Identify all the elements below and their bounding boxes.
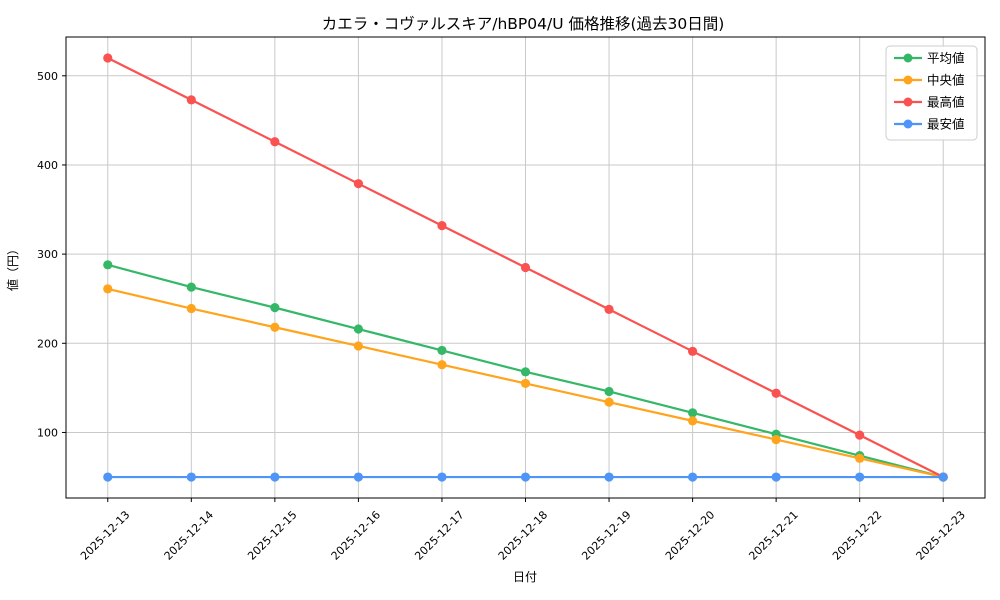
- data-point: [103, 284, 113, 294]
- data-point: [186, 282, 196, 292]
- data-point: [687, 472, 698, 482]
- x-tick-label: 2025-12-15: [245, 508, 299, 562]
- data-point: [437, 360, 447, 370]
- data-point: [855, 453, 865, 463]
- x-tick-label: 2025-12-21: [746, 508, 800, 562]
- data-point: [270, 322, 280, 332]
- data-point: [353, 324, 364, 334]
- legend: [885, 45, 978, 141]
- data-point: [186, 303, 196, 314]
- data-point: [353, 179, 364, 189]
- x-tick-label: 2025-12-20: [663, 508, 717, 562]
- data-point: [771, 434, 781, 445]
- y-axis-label: 値（円）: [5, 243, 20, 291]
- y-tick-label: 400: [37, 159, 58, 172]
- data-point: [520, 472, 531, 482]
- data-point: [103, 53, 113, 63]
- y-tick-label: 300: [37, 248, 58, 261]
- data-point: [520, 262, 531, 273]
- data-point: [771, 472, 781, 482]
- data-point: [604, 304, 614, 315]
- data-point: [687, 346, 698, 356]
- data-point: [855, 472, 865, 482]
- chart-title: カエラ・コヴァルスキア/hBP04/U 価格推移(過去30日間): [322, 15, 725, 33]
- x-tick-label: 2025-12-14: [162, 508, 216, 562]
- legend-label: 最安値: [927, 117, 965, 132]
- legend-marker: [903, 119, 913, 129]
- data-point: [520, 367, 531, 377]
- data-point: [604, 472, 614, 482]
- data-point: [855, 430, 865, 440]
- x-axis-label: 日付: [513, 570, 537, 584]
- data-point: [771, 388, 781, 398]
- data-point: [186, 95, 196, 105]
- data-point: [353, 341, 364, 351]
- x-tick-label: 2025-12-22: [830, 508, 884, 562]
- legend-marker: [903, 53, 913, 63]
- x-tick-label: 2025-12-23: [914, 508, 968, 562]
- data-point: [437, 345, 447, 356]
- data-point: [687, 416, 698, 426]
- data-point: [604, 386, 614, 397]
- x-tick-label: 2025-12-19: [579, 508, 633, 562]
- data-point: [687, 408, 698, 418]
- data-point: [103, 472, 113, 482]
- data-point: [270, 137, 280, 147]
- legend-marker: [903, 97, 913, 107]
- legend-label: 平均値: [927, 51, 965, 66]
- data-point: [437, 220, 447, 231]
- y-tick-label: 500: [37, 70, 58, 83]
- y-tick-label: 100: [37, 426, 58, 439]
- x-tick-label: 2025-12-16: [329, 508, 383, 562]
- data-point: [186, 472, 196, 482]
- legend-label: 中央値: [927, 73, 965, 88]
- x-tick-label: 2025-12-17: [412, 508, 466, 562]
- data-point: [103, 260, 113, 270]
- legend-label: 最高値: [927, 95, 965, 110]
- data-point: [270, 303, 280, 313]
- x-tick-label: 2025-12-18: [496, 508, 550, 562]
- x-tick-label: 2025-12-13: [78, 508, 132, 562]
- y-tick-label: 200: [37, 337, 58, 350]
- data-point: [270, 472, 280, 482]
- data-point: [604, 397, 614, 407]
- data-point: [520, 378, 531, 389]
- data-point: [437, 472, 447, 482]
- data-point: [353, 472, 364, 482]
- data-point: [938, 472, 948, 482]
- legend-marker: [903, 75, 913, 85]
